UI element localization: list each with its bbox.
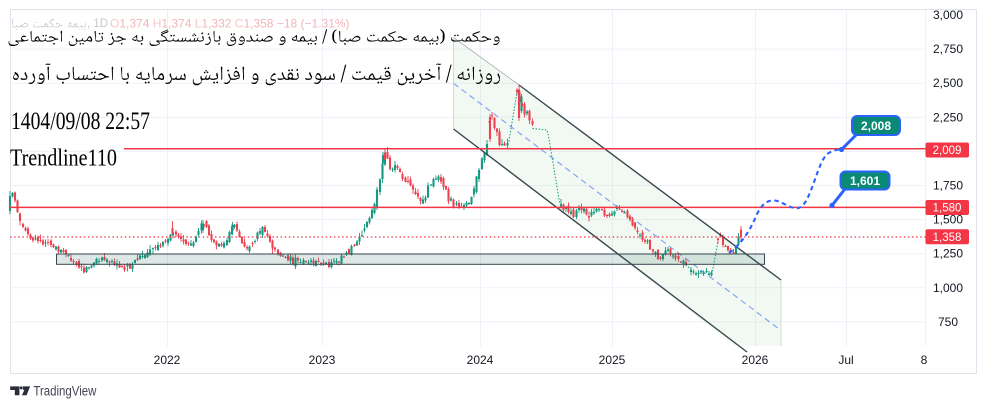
svg-text:2024: 2024 <box>467 353 494 367</box>
svg-text:1,580: 1,580 <box>933 203 962 215</box>
svg-text:1,000: 1,000 <box>933 281 963 295</box>
svg-text:3,000: 3,000 <box>933 8 963 22</box>
svg-text:2,250: 2,250 <box>933 110 963 124</box>
svg-text:O1,374 H1,374 L1,332 C1,358: O1,374 H1,374 L1,332 C1,358 −18 (−1.31%) <box>110 17 350 31</box>
svg-text:Jul: Jul <box>838 353 853 367</box>
svg-text:1404/09/08 22:57: 1404/09/08 22:57 <box>11 108 150 135</box>
svg-text:2023: 2023 <box>309 353 336 367</box>
svg-text:2026: 2026 <box>742 353 769 367</box>
svg-text:2,009: 2,009 <box>933 145 962 157</box>
svg-text:2025: 2025 <box>599 353 626 367</box>
svg-text:1,601: 1,601 <box>850 174 880 188</box>
svg-text:TradingView: TradingView <box>33 383 96 398</box>
svg-text:750: 750 <box>938 315 958 329</box>
svg-text:2,500: 2,500 <box>933 76 963 90</box>
svg-text:1,250: 1,250 <box>933 247 963 261</box>
svg-text:1,358: 1,358 <box>933 232 962 244</box>
svg-text:1,750: 1,750 <box>933 179 963 193</box>
svg-text:2,008: 2,008 <box>861 119 891 133</box>
svg-text:2022: 2022 <box>154 353 181 367</box>
svg-text:8: 8 <box>921 353 928 367</box>
svg-text:2,750: 2,750 <box>933 42 963 56</box>
svg-text:, 1D: , 1D <box>87 18 108 30</box>
svg-text:1,500: 1,500 <box>933 213 963 227</box>
svg-text:Trendline110: Trendline110 <box>10 146 117 172</box>
